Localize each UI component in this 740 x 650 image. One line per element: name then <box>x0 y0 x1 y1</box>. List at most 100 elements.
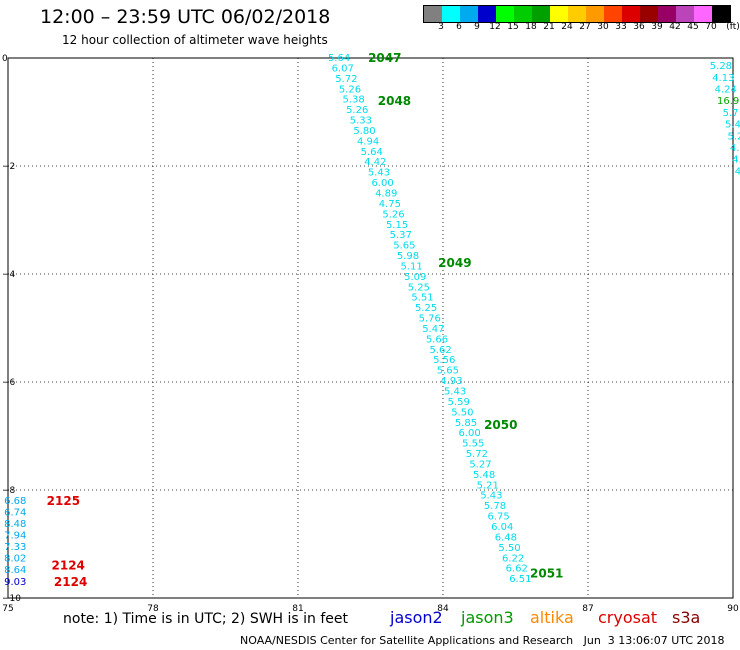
wave-height-value: 5.33 <box>350 116 372 127</box>
wave-height-value: 4.94 <box>357 136 379 147</box>
wave-height-value: 5.65 <box>393 241 415 252</box>
wave-height-value: 5.26 <box>382 209 404 220</box>
satellite-legend-altika: altika <box>530 608 574 627</box>
orbit-number-label: 2051 <box>530 567 563 581</box>
y-tick-label: −8 <box>2 486 16 496</box>
wave-height-value: 5.43 <box>480 491 502 502</box>
wave-height-value: 7.33 <box>4 542 26 553</box>
x-tick-label: 90 <box>727 604 739 614</box>
wave-height-value: 5.43 <box>368 168 390 179</box>
wave-height-value: 5.28 <box>710 61 732 72</box>
wave-height-value: 5.56 <box>433 355 455 366</box>
scale-swatch <box>568 6 586 22</box>
scale-label: 33 <box>615 22 627 32</box>
wave-height-value: 8.48 <box>4 519 26 530</box>
scale-label: 3 <box>438 22 444 32</box>
wave-height-value: 4.93 <box>440 376 462 387</box>
satellite-legend-jason2: jason2 <box>390 608 443 627</box>
wave-height-value: 5.76 <box>419 314 441 325</box>
scale-swatch <box>424 6 442 22</box>
scale-swatch <box>640 6 658 22</box>
wave-height-value: 5.7 <box>723 108 739 119</box>
scale-label: 45 <box>687 22 699 32</box>
scale-label: 15 <box>507 22 519 32</box>
orbit-number-label: 2048 <box>378 94 411 108</box>
credit-line: NOAA/NESDIS Center for Satellite Applica… <box>240 634 725 647</box>
scale-swatch <box>658 6 676 22</box>
wave-height-value: 6.75 <box>487 512 509 523</box>
scale-label: 18 <box>525 22 537 32</box>
scale-label: 24 <box>561 22 573 32</box>
scale-label: 21 <box>543 22 555 32</box>
y-tick-label: −4 <box>2 270 16 280</box>
wave-height-value: 5.43 <box>444 387 466 398</box>
scale-label: 39 <box>651 22 663 32</box>
wave-height-color-scale <box>423 5 731 23</box>
wave-height-value: 5.85 <box>455 418 477 429</box>
wave-height-value: 5.51 <box>411 293 433 304</box>
wave-height-value: 6.62 <box>506 564 528 575</box>
wave-height-value: 4.5 <box>735 166 740 177</box>
wave-height-value: 5.50 <box>451 407 473 418</box>
wave-height-value: 5.72 <box>466 449 488 460</box>
wave-height-value: 6.00 <box>458 428 480 439</box>
orbit-number-label: 2047 <box>368 51 401 65</box>
scale-label: 9 <box>474 22 480 32</box>
wave-height-value: 5.50 <box>498 543 520 554</box>
scale-swatch <box>478 6 496 22</box>
scale-swatch <box>460 6 478 22</box>
color-scale-labels: 3 6 9 12 15 18 21 24 27 30 33 36 39 42 45 70 (ft) <box>423 22 740 34</box>
wave-height-value: 5.80 <box>353 126 375 137</box>
wave-height-value: 5.2 <box>727 131 740 142</box>
y-tick-label: −2 <box>2 162 15 172</box>
wave-height-value: 5.11 <box>400 261 422 272</box>
wave-height-value: 5.66 <box>426 334 448 345</box>
wave-height-value: 5.26 <box>339 84 361 95</box>
wave-height-value: 5.4 <box>725 120 740 131</box>
y-tick-label: −6 <box>2 378 16 388</box>
wave-height-value: 5.15 <box>386 220 408 231</box>
scale-label: 27 <box>579 22 591 32</box>
scale-swatch <box>550 6 568 22</box>
scale-label: 70 <box>705 22 717 32</box>
wave-height-value: 6.48 <box>495 532 517 543</box>
wave-height-value: 5.55 <box>462 439 484 450</box>
wave-height-value: 5.98 <box>397 251 419 262</box>
wave-height-value: 5.65 <box>437 366 459 377</box>
scale-swatch <box>496 6 514 22</box>
scale-label: 12 <box>489 22 501 32</box>
scale-unit-label: (ft) <box>726 22 740 32</box>
wave-height-value: 6.74 <box>4 507 26 518</box>
footer-note: note: 1) Time is in UTC; 2) SWH is in fe… <box>63 611 349 627</box>
x-tick-label: 75 <box>2 604 13 614</box>
y-tick-label: 0 <box>2 54 8 64</box>
wave-height-value: 16.9 <box>717 96 739 107</box>
x-tick-label: 78 <box>147 604 159 614</box>
wave-height-value: 5.37 <box>390 230 412 241</box>
x-tick-label: 84 <box>437 604 449 614</box>
wave-height-value: 4.24 <box>715 85 737 96</box>
wave-height-value: 5.48 <box>473 470 495 481</box>
scale-swatch <box>604 6 622 22</box>
orbit-number-label: 2124 <box>52 559 85 573</box>
wave-height-value: 5.38 <box>342 95 364 106</box>
wave-height-value: 5.78 <box>484 501 506 512</box>
wave-height-value: 6.22 <box>502 553 524 564</box>
satellite-legend-cryosat: cryosat <box>598 608 658 627</box>
wave-height-value: 5.25 <box>415 303 437 314</box>
wave-height-value: 5.64 <box>361 147 383 158</box>
scale-label: 6 <box>456 22 462 32</box>
wave-height-value: 4.75 <box>379 199 401 210</box>
orbit-number-label: 2049 <box>438 256 471 270</box>
wave-height-value: 8.64 <box>4 565 26 576</box>
scale-swatch <box>622 6 640 22</box>
orbit-number-label: 2124 <box>54 575 87 589</box>
scale-swatch <box>586 6 604 22</box>
x-tick-label: 87 <box>582 604 593 614</box>
wave-height-value: 5.27 <box>469 459 491 470</box>
orbit-number-label: 2125 <box>47 494 80 508</box>
wave-height-value: 5.25 <box>408 282 430 293</box>
wave-height-value: 4.13 <box>712 73 734 84</box>
map-subtitle: 12 hour collection of altimeter wave hei… <box>62 33 328 47</box>
satellite-legend-s3a: s3a <box>672 608 701 627</box>
